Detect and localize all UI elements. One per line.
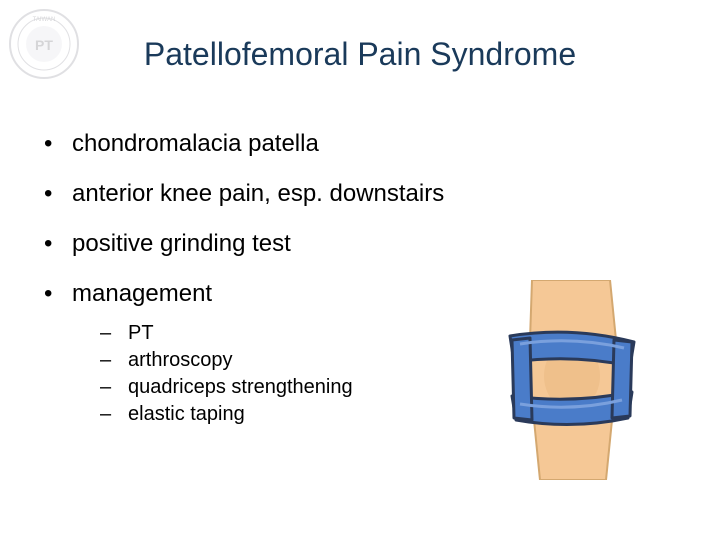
- bullet-text: chondromalacia patella: [72, 130, 319, 158]
- svg-text:TAIWAN: TAIWAN: [33, 17, 56, 23]
- knee-brace-illustration: [490, 280, 650, 480]
- bullet-marker: •: [44, 130, 72, 158]
- slide-title: Patellofemoral Pain Syndrome: [0, 36, 720, 73]
- bullet-text: positive grinding test: [72, 230, 291, 258]
- bullet-marker: •: [44, 230, 72, 258]
- sub-marker: –: [100, 322, 128, 345]
- bullet-text: anterior knee pain, esp. downstairs: [72, 180, 444, 208]
- bullet-item: • positive grinding test: [44, 230, 676, 258]
- bullet-marker: •: [44, 280, 72, 308]
- sub-text: PT: [128, 322, 154, 345]
- sub-marker: –: [100, 376, 128, 399]
- sub-marker: –: [100, 349, 128, 372]
- bullet-text: management: [72, 280, 212, 308]
- bullet-item: • chondromalacia patella: [44, 130, 676, 158]
- sub-text: quadriceps strengthening: [128, 376, 353, 399]
- bullet-marker: •: [44, 180, 72, 208]
- sub-text: elastic taping: [128, 403, 245, 426]
- bullet-item: • anterior knee pain, esp. downstairs: [44, 180, 676, 208]
- sub-marker: –: [100, 403, 128, 426]
- sub-text: arthroscopy: [128, 349, 233, 372]
